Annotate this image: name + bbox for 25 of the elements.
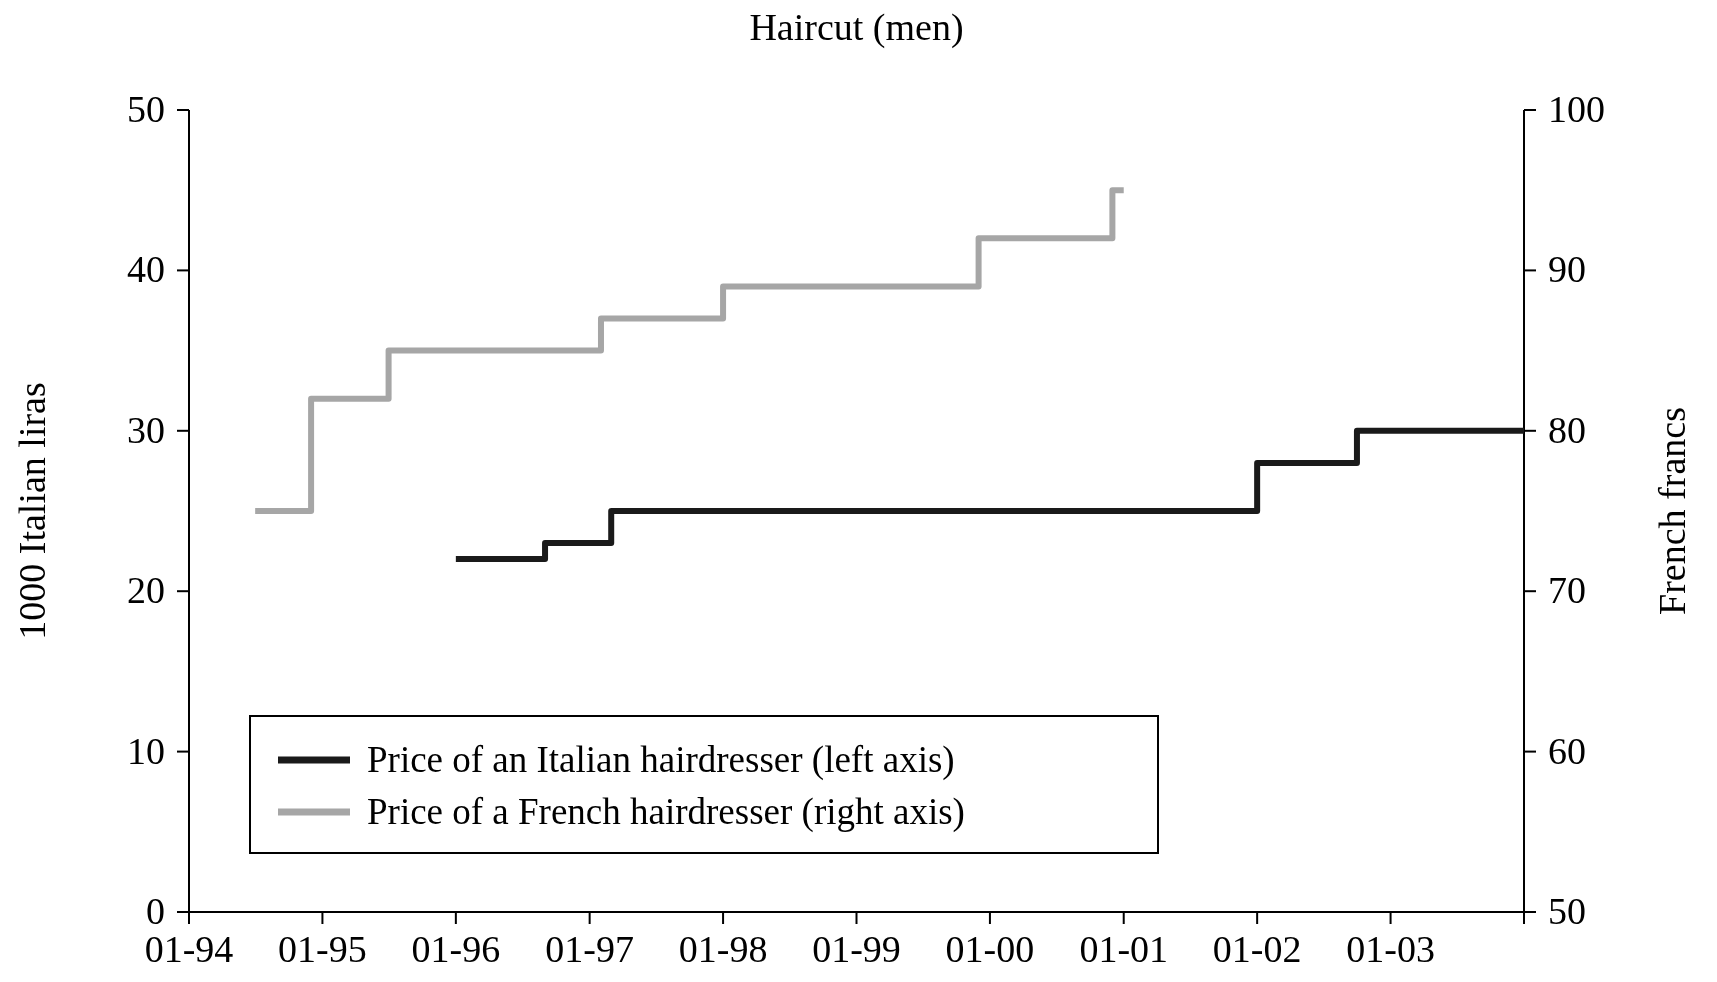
- x-tick-label: 01-97: [545, 928, 634, 970]
- y2-tick-label: 70: [1548, 569, 1586, 612]
- y2-tick-label: 100: [1548, 88, 1605, 130]
- y2-tick-label: 60: [1548, 729, 1586, 772]
- y2-tick-label: 80: [1548, 408, 1586, 451]
- y2-axis-title: French francs: [1651, 407, 1693, 615]
- y2-tick-label: 50: [1548, 890, 1586, 932]
- y-tick-label: 40: [127, 248, 165, 291]
- x-tick-label: 01-98: [678, 928, 768, 970]
- x-tick-label: 01-01: [1079, 928, 1169, 970]
- chart-title: Haircut (men): [749, 6, 964, 49]
- y-tick-label: 10: [127, 729, 165, 772]
- x-tick-label: 01-99: [812, 928, 901, 970]
- y2-tick-label: 90: [1548, 248, 1586, 291]
- x-tick-label: 01-95: [278, 928, 367, 970]
- y-tick-label: 20: [127, 569, 165, 612]
- y-tick-label: 30: [127, 408, 165, 451]
- x-tick-label: 01-03: [1346, 928, 1435, 970]
- legend-label: Price of a French hairdresser (right axis): [367, 791, 965, 833]
- y-tick-label: 50: [127, 88, 165, 130]
- x-tick-label: 01-00: [945, 928, 1035, 970]
- y-axis-title: 1000 Italian liras: [11, 382, 53, 640]
- x-tick-label: 01-96: [411, 928, 501, 970]
- x-tick-label: 01-02: [1212, 928, 1302, 970]
- legend-label: Price of an Italian hairdresser (left axis): [367, 739, 955, 781]
